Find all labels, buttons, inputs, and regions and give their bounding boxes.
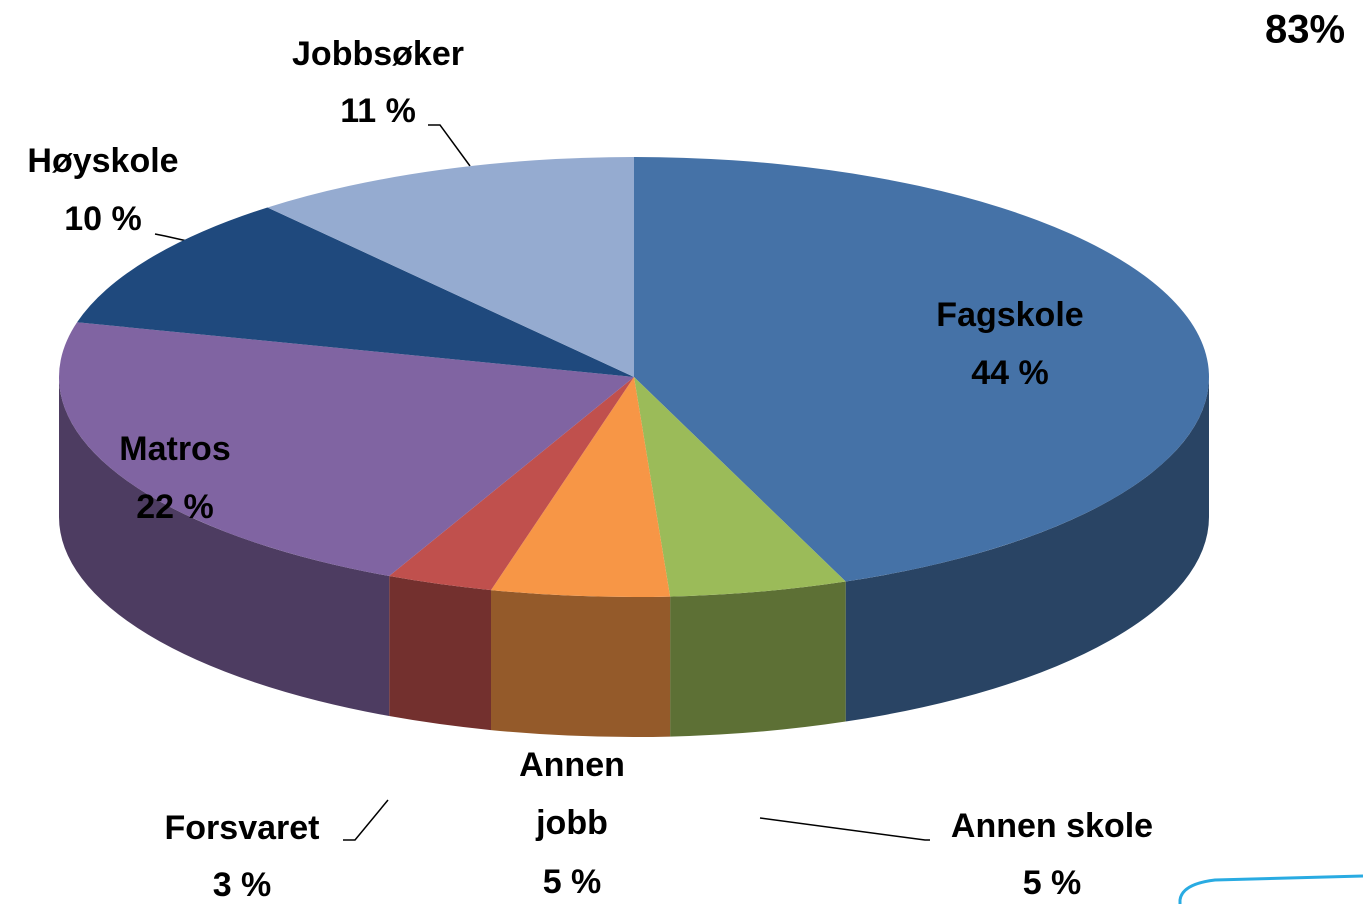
slice-label: Jobbsøker [292, 35, 464, 73]
slice-side [389, 576, 492, 731]
value-label: 22 % [136, 488, 214, 526]
slice-side [59, 377, 390, 717]
slice-side [670, 581, 846, 737]
slice [389, 377, 634, 591]
slice-label: Forsvaret [165, 809, 320, 847]
labels: Fagskole 44 % Annen skole 5 % Annen jobb 5 % Fo… [27, 35, 1153, 904]
slice-label: Fagskole [936, 296, 1083, 334]
value-label: 10 % [64, 200, 142, 238]
value-label: 5 % [543, 863, 602, 901]
pie [58, 157, 1209, 737]
slice [58, 322, 634, 577]
value-label: 44 % [971, 354, 1049, 392]
slice-label: Høyskole [27, 142, 178, 180]
slice-side [845, 377, 1209, 722]
slice-side [491, 590, 671, 737]
leader-line [759, 817, 930, 841]
value-label: 11 % [340, 92, 416, 130]
value-label: 5 % [1023, 864, 1082, 902]
slice-label: Annen jobb [519, 746, 625, 842]
annotation: 83% [1265, 8, 1345, 52]
slice [267, 157, 634, 377]
decoration [1178, 874, 1363, 904]
slice-label: Annen skole [951, 807, 1153, 845]
slice-label: Matros [119, 430, 230, 468]
value-label: 3 % [213, 866, 272, 904]
leader-line [343, 799, 389, 841]
slice [77, 207, 634, 377]
leader-line [428, 124, 471, 167]
slice [634, 377, 846, 597]
slice [491, 377, 671, 597]
slice [634, 157, 1209, 582]
